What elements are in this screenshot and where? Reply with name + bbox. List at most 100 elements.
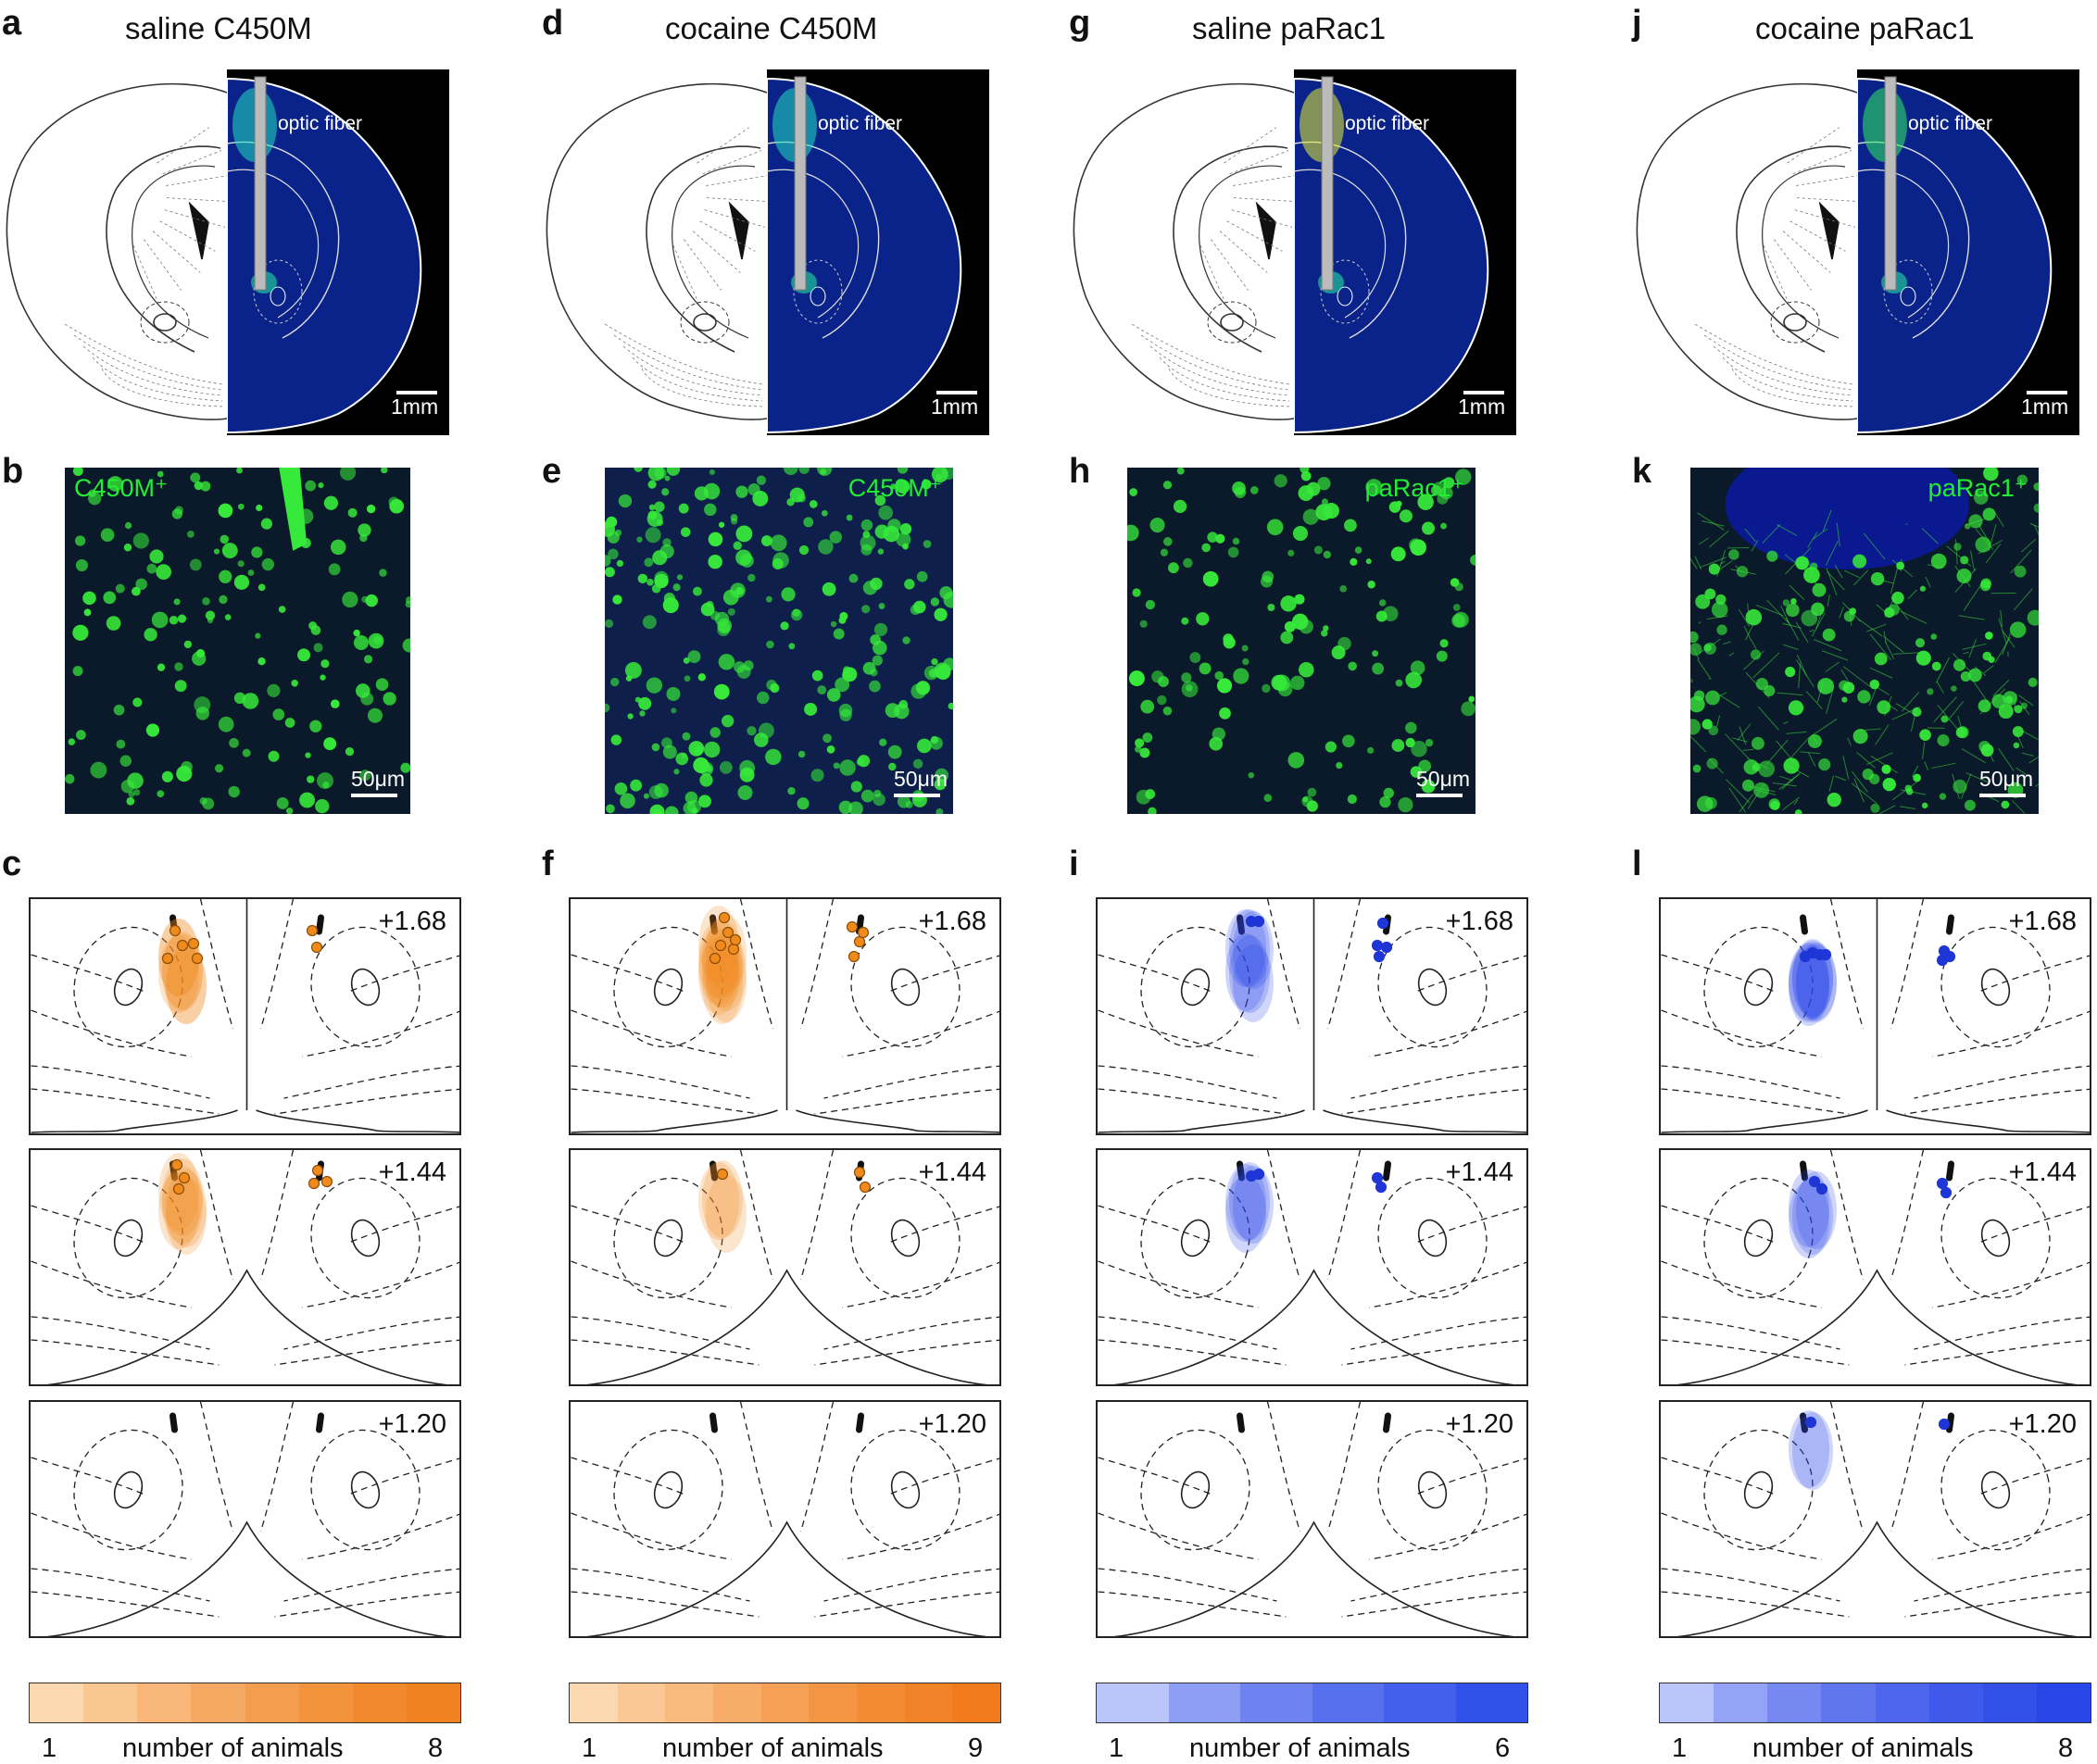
brain-slice-image <box>227 69 449 435</box>
colorbar-step <box>617 1683 666 1722</box>
panel-letter: b <box>2 452 24 491</box>
brain-slice-image <box>1857 69 2079 435</box>
expression-area <box>1789 948 1829 1026</box>
colorbar-label: number of animals <box>662 1733 884 1763</box>
colorbar-max: 8 <box>428 1733 444 1763</box>
colorbar <box>1659 1683 2091 1723</box>
bregma-coordinate: +1.44 <box>378 1157 446 1187</box>
injection-site <box>1936 954 1949 967</box>
expression-area <box>158 919 199 996</box>
panel-letter: h <box>1069 452 1091 491</box>
coronal-section-panel: optic fiber 1mm <box>1067 65 1521 435</box>
section-map: +1.44 <box>29 1148 461 1386</box>
scale-label: 50μm <box>894 767 948 791</box>
colorbar-step <box>904 1683 953 1722</box>
section-map: +1.20 <box>569 1400 1001 1638</box>
expression-area <box>1225 909 1266 987</box>
optic-fiber <box>794 76 807 291</box>
injection-site <box>716 1168 729 1181</box>
atlas-outline <box>1073 82 1297 420</box>
colorbar-step <box>1097 1683 1169 1722</box>
marker-label: paRac1⁺ <box>1364 474 1464 502</box>
section-outline <box>571 1150 999 1384</box>
scale-bar <box>1416 794 1463 797</box>
panel-title: saline paRac1 <box>1192 11 1387 45</box>
marker-label: C450M⁺ <box>74 474 169 502</box>
bregma-coordinate: +1.44 <box>1445 1157 1513 1187</box>
injection-site <box>170 1158 183 1171</box>
injection-site <box>729 933 742 946</box>
expression-area <box>1792 1412 1833 1490</box>
section-outline <box>1661 1150 2090 1384</box>
fluorescence-micrograph: C450M⁺ 50μm <box>605 468 953 814</box>
atlas-outline <box>546 82 770 420</box>
colorbar-step <box>809 1683 858 1722</box>
optic-fiber <box>254 76 267 291</box>
injection-site <box>1819 948 1832 961</box>
panel-letter: i <box>1069 844 1079 883</box>
expression-area <box>1225 933 1266 1011</box>
colorbar-step <box>1875 1683 1929 1722</box>
panel-letter: k <box>1632 452 1652 491</box>
colorbar-min: 1 <box>1109 1733 1124 1763</box>
colorbar-max: 9 <box>968 1733 984 1763</box>
expression-area <box>1792 1177 1833 1255</box>
fluorescence-micrograph: C450M⁺ 50μm <box>65 468 410 814</box>
panel-letter: j <box>1632 4 1642 43</box>
injection-site <box>191 952 204 965</box>
expression-area <box>1229 1162 1270 1240</box>
colorbar-step <box>665 1683 714 1722</box>
expression-area <box>1233 911 1274 989</box>
section-drawing <box>571 1150 999 1384</box>
injection-site <box>1375 1181 1388 1194</box>
section-drawing <box>31 1150 459 1384</box>
section-outline <box>571 899 999 1133</box>
section-map: +1.68 <box>1096 897 1528 1135</box>
panel-letter: e <box>542 452 562 491</box>
bregma-coordinate: +1.20 <box>2008 1409 2077 1439</box>
colorbar-step <box>298 1683 353 1722</box>
injection-site <box>1808 1175 1821 1188</box>
colorbar-step <box>1240 1683 1312 1722</box>
injection-site <box>853 935 866 948</box>
panel-letter: c <box>2 844 22 883</box>
optic-fiber <box>1321 76 1334 291</box>
injection-site <box>848 950 860 963</box>
expression-area <box>162 933 203 1011</box>
colorbar-max: 6 <box>1495 1733 1511 1763</box>
colorbar-step <box>570 1683 618 1722</box>
panel-title: cocaine paRac1 <box>1755 11 1975 45</box>
expression-area <box>166 946 207 1024</box>
section-outline <box>1098 899 1526 1133</box>
injection-site <box>161 952 174 965</box>
section-map: +1.44 <box>1659 1148 2091 1386</box>
section-drawing <box>571 1402 999 1636</box>
scale-label: 1mm <box>931 394 979 419</box>
section-outline <box>571 1402 999 1636</box>
injection-site <box>1380 941 1393 954</box>
optic-fiber-label: optic fiber <box>818 113 903 134</box>
section-outline <box>1098 1402 1526 1636</box>
injection-site <box>306 924 319 937</box>
colorbar-step <box>1982 1683 2037 1722</box>
colorbar-step <box>713 1683 761 1722</box>
colorbar-step <box>245 1683 299 1722</box>
injection-site <box>1252 1168 1265 1181</box>
colorbar-step <box>1821 1683 1876 1722</box>
panel-letter: f <box>542 844 554 883</box>
bregma-coordinate: +1.20 <box>918 1409 986 1439</box>
injection-site <box>1936 1177 1949 1190</box>
colorbar-step <box>1767 1683 1822 1722</box>
injection-site <box>727 943 740 956</box>
injection-site <box>308 1177 320 1190</box>
colorbar-step <box>857 1683 905 1722</box>
injection-site <box>178 1171 191 1184</box>
colorbar <box>569 1683 1001 1723</box>
panel-letter: l <box>1632 844 1642 883</box>
expression-area <box>698 1162 739 1240</box>
scale-bar <box>396 391 437 394</box>
colorbar-step <box>137 1683 192 1722</box>
colorbar-label: number of animals <box>1752 1733 1974 1763</box>
expression-area <box>1789 943 1829 1020</box>
